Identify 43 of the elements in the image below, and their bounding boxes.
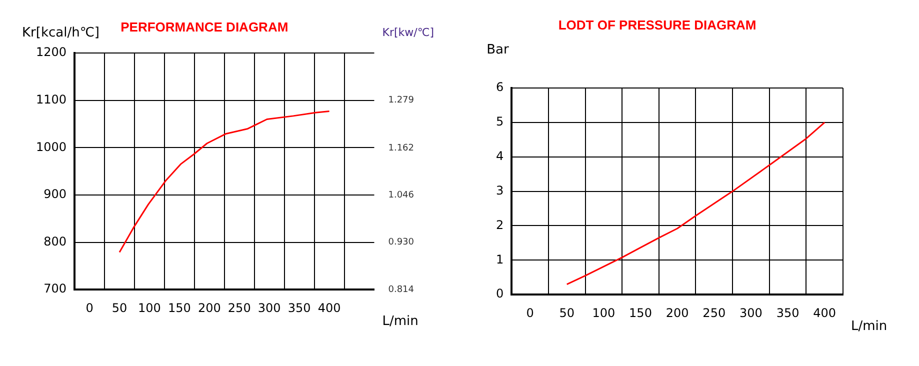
y2-tick-label: 1.162 [388,143,414,154]
x-tick-label: 100 [592,306,616,320]
x-tick-label: 400 [813,306,836,320]
x-tick-label: 50 [112,300,128,315]
x-axis-title: L/min [851,318,888,334]
x-tick-label: 350 [288,300,311,315]
y2-tick-label: 0.930 [388,238,414,248]
y-tick-label: 6 [496,80,504,94]
y-tick-label: 4 [496,148,504,163]
x-tick-label: 350 [776,306,800,320]
y-axis-title: Bar [486,42,510,58]
x-tick-label: 150 [168,300,191,315]
x-tick-label: 50 [559,306,575,320]
x-tick-label: 0 [86,300,94,315]
x-tick-label: 250 [228,300,251,315]
y2-tick-label: 0.814 [388,284,414,295]
x-tick-label: 100 [138,300,161,315]
x-tick-label: 250 [702,306,726,320]
y2-tick-label: 1.279 [388,96,414,106]
y-tick-label: 0 [496,286,504,301]
y-tick-label: 1 [496,252,504,266]
y-axis-title: Kr[kcal/h℃] [22,25,100,40]
x-tick-label: 400 [318,300,341,315]
x-tick-label: 300 [740,306,762,320]
y-tick-label: 2 [496,218,504,232]
y-tick-label: 800 [44,234,67,248]
y2-axis-title: Kr[kw/℃] [382,26,434,39]
x-tick-label: 150 [629,306,652,320]
y-tick-label: 1200 [36,45,67,60]
y-tick-label: 700 [44,282,67,296]
chart-title: LODT OF PRESSURE DIAGRAM [558,18,756,33]
y-tick-label: 3 [496,183,504,198]
x-axis-title: L/min [382,314,418,329]
x-tick-label: 300 [258,300,281,315]
x-tick-label: 0 [526,306,534,320]
x-tick-label: 200 [198,300,221,315]
y-tick-label: 1100 [36,92,67,106]
y-tick-label: 1000 [36,140,67,154]
y2-tick-label: 1.046 [388,190,414,201]
x-tick-label: 200 [666,306,689,320]
y-tick-label: 900 [44,187,67,202]
y-tick-label: 5 [496,114,504,129]
chart-title: PERFORMANCE DIAGRAM [120,20,288,35]
